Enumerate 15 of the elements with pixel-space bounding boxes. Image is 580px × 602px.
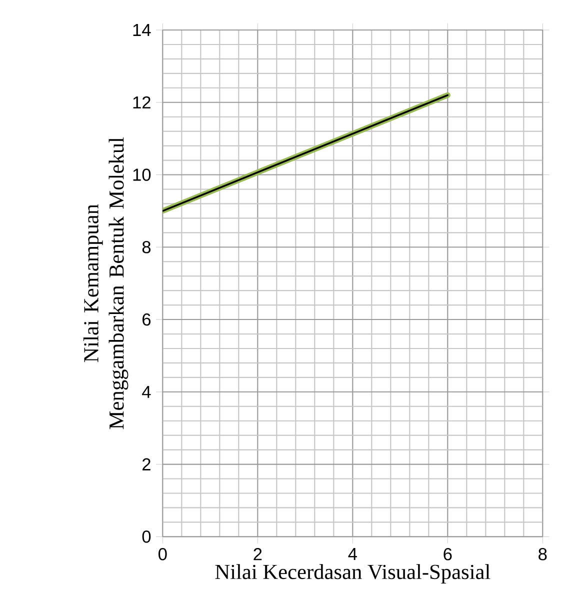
x-tick-label: 2 [254,548,262,560]
y-tick-label: 12 [133,96,150,108]
y-tick-label: 0 [142,530,151,543]
x-tick-label: 6 [444,548,452,560]
x-tick-label: 8 [538,548,547,560]
y-tick-label: 2 [142,458,150,470]
y-tick-label: 14 [133,24,151,36]
y-axis-title: Nilai Kemampuan Menggambarkan Bentuk Molekul [83,137,128,430]
y-tick-label: 4 [142,386,151,398]
y-tick-label: 8 [142,241,151,254]
x-tick-label: 4 [348,548,357,560]
x-tick-label: 0 [158,548,167,560]
x-axis-title: Nilai Kecerdasan Visual-Spasial [215,564,490,584]
y-tick-label: 10 [133,168,151,181]
y-tick-label: 6 [142,313,151,326]
